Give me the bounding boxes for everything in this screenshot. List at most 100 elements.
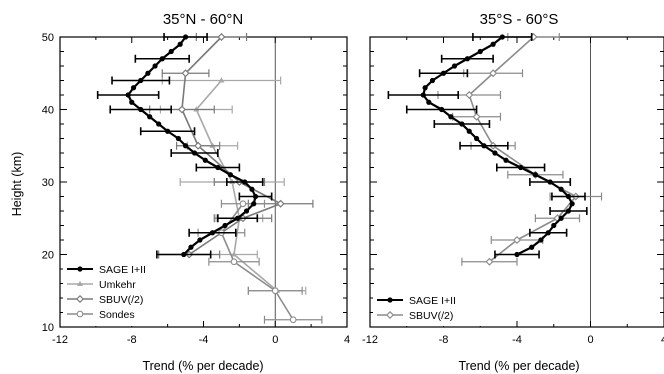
panel-title: 35°S - 60°S [480,11,559,28]
data-point [152,63,158,69]
series-sage-i-ii [96,33,273,259]
data-point [168,48,174,55]
data-point [188,244,194,250]
y-tick-label: 10 [42,322,54,334]
data-point [551,222,557,229]
data-point [243,208,250,214]
data-point [429,77,436,84]
data-point [234,215,241,221]
data-point [464,56,470,62]
data-point [177,105,187,114]
data-point [177,41,183,47]
data-point [518,164,524,171]
data-point [242,179,248,185]
data-point [197,237,203,243]
legend-marker [75,294,85,304]
legend-marker [77,266,83,272]
data-point [218,77,225,83]
data-point [481,143,487,149]
y-tick-label: 40 [42,105,54,117]
data-point [138,106,144,113]
data-point [125,92,131,98]
series-line [181,36,282,256]
legend-marker [77,280,83,286]
panel-northern-midlatitudes: 35°N - 60°N Height (km) Trend (% per dec… [10,11,350,373]
legend-marker [385,310,395,320]
x-tick-label: 4 [344,334,350,346]
data-point [499,34,505,40]
data-point [565,208,572,214]
data-point [182,143,189,149]
data-point [514,251,520,258]
data-point [191,150,198,156]
data-point [156,121,162,127]
panel-title: 35°N - 60°N [163,11,243,28]
data-point [175,135,181,142]
x-tick-label: 4 [661,334,664,346]
data-point [230,258,238,266]
data-point [532,172,538,178]
data-point [159,56,165,62]
data-point [512,235,522,245]
data-point [472,112,481,121]
data-point [420,92,426,98]
legend: SAGE I+II SBUV(/2) [373,291,483,326]
legend-entry-label: Sondes [99,309,135,321]
data-point [489,69,498,78]
legend-marker [387,297,393,303]
data-point [147,114,153,120]
data-point [473,135,480,142]
x-tick-label: -8 [127,334,137,346]
data-point [485,257,494,266]
legend-marker [76,310,84,318]
data-point [230,251,237,257]
plot-frame [369,36,664,328]
data-point [565,193,572,200]
data-point [440,70,447,76]
data-point [422,85,428,91]
data-point [217,32,226,42]
data-point [252,193,259,200]
x-tick-label: -4 [512,334,522,346]
data-point [490,41,496,47]
data-point [451,63,458,69]
x-axis-label: Trend (% per decade) [142,359,263,373]
data-point [448,114,454,120]
data-point [129,99,135,105]
x-tick-label: -8 [439,334,449,346]
data-point [529,244,535,250]
data-point [181,69,190,78]
data-point [165,128,171,134]
data-point [276,199,285,208]
legend-entry-label: SAGE I+II [409,295,456,307]
data-point [439,106,445,113]
data-point [289,316,297,324]
data-point [130,85,137,91]
data-point [251,201,257,207]
data-point [558,186,564,192]
data-point [538,237,544,243]
data-point [215,164,221,171]
data-point [249,186,255,192]
data-point [271,287,279,295]
x-tick-label: -12 [52,334,68,346]
legend-entry-label: SBUV(/2) [409,310,453,322]
y-tick-label: 20 [42,250,54,262]
data-point [465,90,474,100]
legend-entry-label: SBUV(/2) [99,294,143,306]
legend: SAGE I+II Umkehr SBUV(/2) Sondes [63,260,159,326]
data-point [477,48,483,55]
data-point [239,200,247,208]
data-point [569,201,575,207]
legend-background [373,291,483,326]
x-tick-label: -4 [199,334,209,346]
series-sbuv-2- [437,32,603,266]
data-point [194,141,203,150]
series-sage-i-ii [387,33,588,259]
data-point [222,222,228,229]
data-point [503,157,509,163]
data-point [138,77,144,84]
data-point [492,150,498,156]
legend-entry-label: SAGE I+II [99,264,146,276]
